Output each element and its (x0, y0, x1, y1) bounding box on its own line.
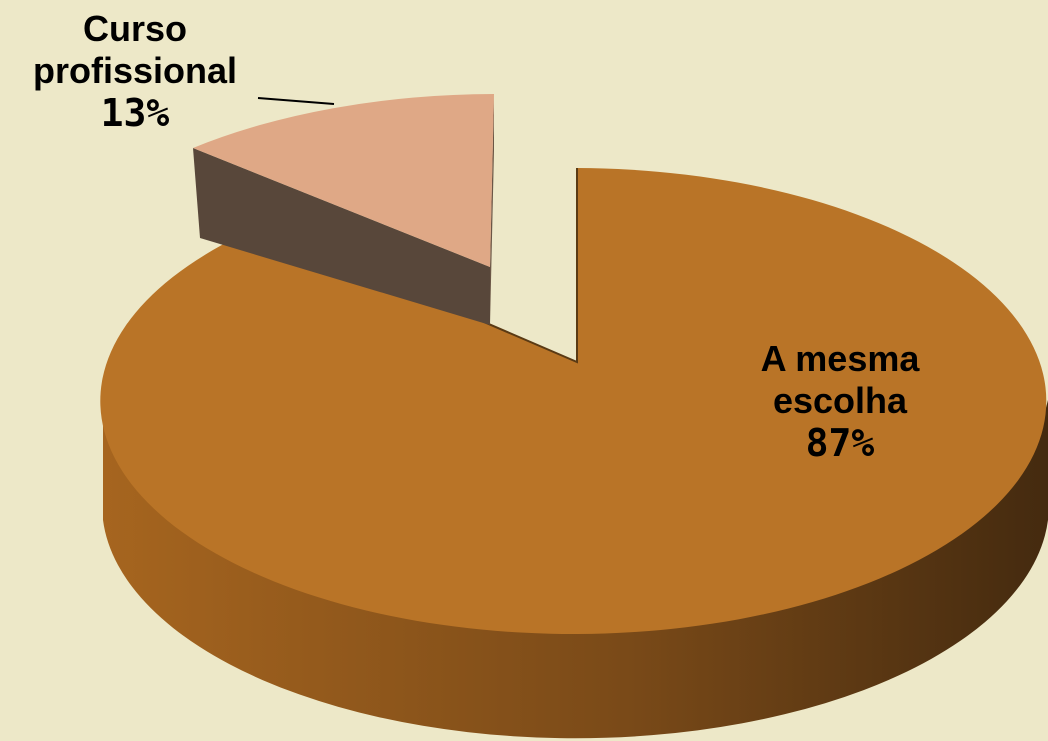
pie-slice-curso-profissional (193, 94, 494, 325)
slice-label-name-line-1: A mesma (760, 338, 920, 379)
slice-label-percent: 13% (100, 91, 170, 135)
pie-slice-side (103, 350, 1048, 739)
leader-line (257, 97, 335, 105)
slice-label-a-mesma-escolha: A mesma escolha 87% (730, 338, 950, 464)
pie-slice-top (100, 168, 1047, 634)
slice-label-name-line-1: Curso (82, 8, 187, 49)
slice-label-percent: 87% (805, 421, 875, 465)
slice-label-curso-profissional: Curso profissional 13% (10, 8, 260, 134)
slice-label-name-line-2: profissional (32, 50, 238, 91)
slice-label-name-line-2: escolha (772, 380, 908, 421)
pie-slice-side (193, 148, 490, 325)
pie-slice-side (490, 94, 494, 325)
pie-slice-top (193, 94, 494, 267)
